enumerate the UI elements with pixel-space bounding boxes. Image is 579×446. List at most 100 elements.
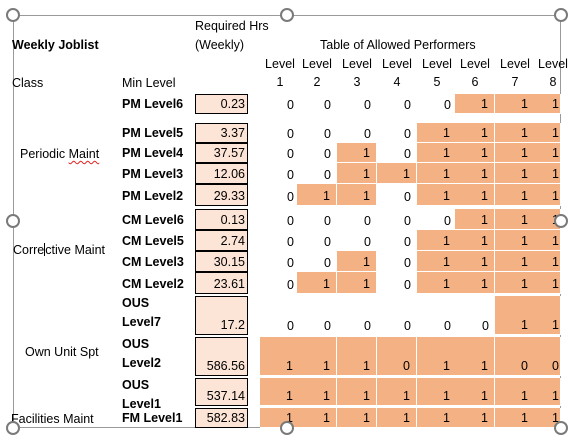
performer-cell-level-3[interactable]: 0 bbox=[337, 230, 377, 251]
performer-cell-level-3[interactable]: 0 bbox=[337, 209, 377, 230]
performer-cell-level-5[interactable]: 1 bbox=[417, 251, 457, 272]
performer-cell-level-4[interactable]: 0 bbox=[377, 184, 417, 206]
performer-cell-level-6[interactable]: 1 bbox=[455, 408, 495, 428]
performer-cell-level-4[interactable]: 0 bbox=[377, 272, 417, 294]
performer-cell-level-6[interactable]: 1 bbox=[455, 230, 495, 251]
performer-cell-level-7[interactable]: 0 bbox=[495, 337, 535, 376]
performer-cell-level-7[interactable]: 1 bbox=[495, 272, 535, 294]
performer-cell-level-8[interactable]: 1 bbox=[533, 251, 561, 272]
resize-handle-bottom-center[interactable] bbox=[280, 421, 294, 435]
performer-cell-level-8[interactable]: 1 bbox=[533, 184, 561, 206]
performer-cell-level-8[interactable]: 1 bbox=[533, 143, 561, 163]
required-hrs-cell[interactable]: 2.74 bbox=[195, 230, 248, 251]
performer-cell-level-8[interactable]: 1 bbox=[533, 230, 561, 251]
performer-cell-level-4[interactable]: 0 bbox=[377, 251, 417, 272]
resize-handle-top-center[interactable] bbox=[280, 8, 294, 22]
performer-cell-level-8[interactable]: 1 bbox=[533, 272, 561, 294]
performer-cell-level-5[interactable]: 1 bbox=[417, 163, 457, 184]
performer-cell-level-6[interactable]: 1 bbox=[455, 209, 495, 230]
performer-cell-level-1[interactable]: 0 bbox=[260, 272, 300, 294]
performer-cell-level-5[interactable]: 1 bbox=[417, 184, 457, 206]
performer-cell-level-5[interactable]: 0 bbox=[417, 209, 457, 230]
performer-cell-level-3[interactable]: 0 bbox=[337, 94, 377, 114]
performer-cell-level-3[interactable]: 1 bbox=[337, 378, 377, 406]
performer-cell-level-6[interactable]: 1 bbox=[455, 123, 495, 143]
performer-cell-level-3[interactable]: 1 bbox=[337, 163, 377, 184]
performer-cell-level-5[interactable]: 0 bbox=[417, 296, 457, 335]
performer-cell-level-8[interactable]: 1 bbox=[533, 123, 561, 143]
performer-cell-level-4[interactable]: 0 bbox=[377, 94, 417, 114]
performer-cell-level-4[interactable]: 0 bbox=[377, 296, 417, 335]
required-hrs-cell[interactable]: 0.23 bbox=[195, 94, 248, 114]
resize-handle-middle-right[interactable] bbox=[554, 214, 568, 228]
performer-cell-level-2[interactable]: 1 bbox=[297, 378, 337, 406]
required-hrs-cell[interactable]: 582.83 bbox=[195, 408, 248, 428]
performer-cell-level-8[interactable]: 1 bbox=[533, 408, 561, 428]
required-hrs-cell[interactable]: 12.06 bbox=[195, 163, 248, 184]
performer-cell-level-1[interactable]: 0 bbox=[260, 251, 300, 272]
performer-cell-level-4[interactable]: 1 bbox=[377, 163, 417, 184]
performer-cell-level-1[interactable]: 0 bbox=[260, 184, 300, 206]
performer-cell-level-2[interactable]: 0 bbox=[297, 143, 337, 163]
performer-cell-level-3[interactable]: 1 bbox=[337, 337, 377, 376]
performer-cell-level-5[interactable]: 1 bbox=[417, 337, 457, 376]
resize-handle-top-left[interactable] bbox=[6, 8, 20, 22]
performer-cell-level-7[interactable]: 1 bbox=[495, 163, 535, 184]
required-hrs-cell[interactable]: 23.61 bbox=[195, 272, 248, 294]
performer-cell-level-6[interactable]: 1 bbox=[455, 378, 495, 406]
performer-cell-level-6[interactable]: 1 bbox=[455, 272, 495, 294]
resize-handle-bottom-left[interactable] bbox=[6, 421, 20, 435]
required-hrs-cell[interactable]: 17.2 bbox=[195, 296, 248, 335]
required-hrs-cell[interactable]: 37.57 bbox=[195, 143, 248, 163]
performer-cell-level-3[interactable]: 1 bbox=[337, 143, 377, 163]
performer-cell-level-1[interactable]: 0 bbox=[260, 209, 300, 230]
performer-cell-level-6[interactable]: 1 bbox=[455, 337, 495, 376]
performer-cell-level-2[interactable]: 1 bbox=[297, 272, 337, 294]
performer-cell-level-3[interactable]: 0 bbox=[337, 123, 377, 143]
performer-cell-level-2[interactable]: 0 bbox=[297, 163, 337, 184]
performer-cell-level-2[interactable]: 0 bbox=[297, 94, 337, 114]
required-hrs-cell[interactable]: 586.56 bbox=[195, 337, 248, 376]
performer-cell-level-3[interactable]: 1 bbox=[337, 408, 377, 428]
performer-cell-level-7[interactable]: 1 bbox=[495, 123, 535, 143]
performer-cell-level-1[interactable]: 0 bbox=[260, 296, 300, 335]
performer-cell-level-2[interactable]: 1 bbox=[297, 408, 337, 428]
performer-cell-level-5[interactable]: 1 bbox=[417, 230, 457, 251]
resize-handle-middle-left[interactable] bbox=[6, 214, 20, 228]
performer-cell-level-7[interactable]: 1 bbox=[495, 209, 535, 230]
performer-cell-level-1[interactable]: 1 bbox=[260, 378, 300, 406]
performer-cell-level-6[interactable]: 1 bbox=[455, 143, 495, 163]
performer-cell-level-8[interactable]: 0 bbox=[533, 337, 561, 376]
performer-cell-level-2[interactable]: 0 bbox=[297, 230, 337, 251]
performer-cell-level-7[interactable]: 1 bbox=[495, 184, 535, 206]
performer-cell-level-7[interactable]: 1 bbox=[495, 143, 535, 163]
performer-cell-level-4[interactable]: 1 bbox=[377, 378, 417, 406]
performer-cell-level-5[interactable]: 1 bbox=[417, 123, 457, 143]
performer-cell-level-2[interactable]: 1 bbox=[297, 184, 337, 206]
resize-handle-top-right[interactable] bbox=[554, 8, 568, 22]
performer-cell-level-3[interactable]: 1 bbox=[337, 251, 377, 272]
performer-cell-level-2[interactable]: 1 bbox=[297, 337, 337, 376]
performer-cell-level-2[interactable]: 0 bbox=[297, 123, 337, 143]
performer-cell-level-4[interactable]: 0 bbox=[377, 123, 417, 143]
performer-cell-level-1[interactable]: 0 bbox=[260, 163, 300, 184]
performer-cell-level-6[interactable]: 1 bbox=[455, 251, 495, 272]
performer-cell-level-3[interactable]: 1 bbox=[337, 184, 377, 206]
performer-cell-level-1[interactable]: 0 bbox=[260, 94, 300, 114]
performer-cell-level-2[interactable]: 0 bbox=[297, 251, 337, 272]
performer-cell-level-4[interactable]: 0 bbox=[377, 209, 417, 230]
performer-cell-level-8[interactable]: 1 bbox=[533, 378, 561, 406]
performer-cell-level-5[interactable]: 0 bbox=[417, 94, 457, 114]
performer-cell-level-5[interactable]: 1 bbox=[417, 272, 457, 294]
performer-cell-level-4[interactable]: 0 bbox=[377, 230, 417, 251]
performer-cell-level-1[interactable]: 0 bbox=[260, 230, 300, 251]
required-hrs-cell[interactable]: 29.33 bbox=[195, 184, 248, 206]
performer-cell-level-5[interactable]: 1 bbox=[417, 408, 457, 428]
performer-cell-level-4[interactable]: 0 bbox=[377, 143, 417, 163]
performer-cell-level-3[interactable]: 0 bbox=[337, 296, 377, 335]
required-hrs-cell[interactable]: 3.37 bbox=[195, 123, 248, 143]
performer-cell-level-4[interactable]: 1 bbox=[377, 408, 417, 428]
performer-cell-level-7[interactable]: 1 bbox=[495, 251, 535, 272]
performer-cell-level-7[interactable]: 1 bbox=[495, 378, 535, 406]
